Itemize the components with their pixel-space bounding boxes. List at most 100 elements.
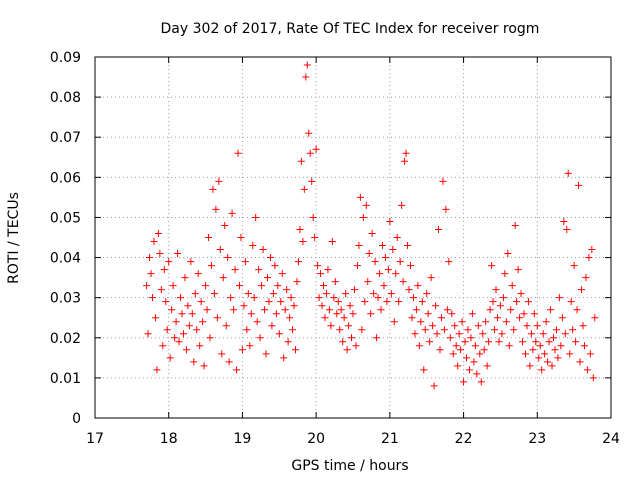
data-point	[496, 302, 504, 310]
data-point	[296, 225, 304, 233]
data-point	[380, 282, 388, 290]
data-point	[491, 326, 499, 334]
y-tick-label: 0	[72, 411, 81, 427]
data-point	[423, 290, 431, 298]
data-point	[474, 322, 482, 330]
data-point	[290, 302, 298, 310]
data-point	[545, 338, 553, 346]
data-point	[305, 129, 313, 137]
data-point	[348, 334, 356, 342]
data-point	[418, 298, 426, 306]
data-point	[583, 366, 591, 374]
data-point	[468, 310, 476, 318]
data-point	[191, 290, 199, 298]
data-point	[261, 306, 269, 314]
data-point	[483, 362, 491, 370]
data-point	[465, 366, 473, 374]
data-point	[238, 346, 246, 354]
data-point	[289, 326, 297, 334]
data-point	[420, 366, 428, 374]
data-points	[143, 61, 599, 390]
data-point	[573, 306, 581, 314]
data-point	[510, 326, 518, 334]
data-point	[222, 322, 230, 330]
data-point	[337, 306, 345, 314]
data-point	[513, 298, 521, 306]
data-point	[554, 354, 562, 362]
data-point	[330, 294, 338, 302]
data-point	[150, 238, 158, 246]
data-point	[306, 149, 314, 157]
data-point	[501, 270, 509, 278]
x-tick-label: 22	[455, 431, 473, 447]
data-point	[318, 302, 326, 310]
data-point	[508, 282, 516, 290]
data-point	[368, 229, 376, 237]
data-point	[552, 326, 560, 334]
data-point	[359, 213, 367, 221]
data-point	[430, 382, 438, 390]
data-point	[346, 302, 354, 310]
data-point	[544, 358, 552, 366]
data-point	[292, 346, 300, 354]
data-point	[246, 342, 254, 350]
data-point	[345, 322, 353, 330]
data-point	[541, 350, 549, 358]
data-point	[479, 330, 487, 338]
data-point	[439, 177, 447, 185]
data-point	[182, 346, 190, 354]
data-point	[570, 262, 578, 270]
data-point	[194, 270, 202, 278]
data-point	[312, 145, 320, 153]
data-point	[159, 342, 167, 350]
data-point	[171, 334, 179, 342]
y-axis-title: ROTI / TECUs	[6, 192, 22, 284]
y-tick-label: 0.04	[50, 251, 81, 267]
data-point	[199, 318, 207, 326]
data-point	[172, 318, 180, 326]
data-point	[411, 330, 419, 338]
data-point	[156, 250, 164, 258]
data-point	[433, 330, 441, 338]
data-point	[271, 262, 279, 270]
data-point	[179, 330, 187, 338]
data-point	[175, 338, 183, 346]
data-point	[154, 229, 162, 237]
data-point	[529, 346, 537, 354]
data-point	[247, 310, 255, 318]
data-point	[143, 282, 151, 290]
data-point	[473, 370, 481, 378]
data-point	[384, 266, 392, 274]
data-point	[436, 346, 444, 354]
data-point	[255, 266, 263, 274]
data-point	[367, 310, 375, 318]
data-point	[361, 298, 369, 306]
data-point	[460, 378, 468, 386]
data-point	[181, 274, 189, 282]
data-point	[561, 330, 569, 338]
y-tick-label: 0.03	[50, 291, 81, 307]
data-point	[458, 318, 466, 326]
data-point	[524, 298, 532, 306]
data-point	[352, 342, 360, 350]
y-tick-label: 0.07	[50, 130, 81, 146]
data-point	[455, 330, 463, 338]
data-point	[582, 274, 590, 282]
data-point	[477, 378, 485, 386]
data-point	[148, 294, 156, 302]
data-point	[504, 250, 512, 258]
data-point	[538, 366, 546, 374]
data-point	[219, 274, 227, 282]
data-point	[302, 73, 310, 81]
data-point	[185, 322, 193, 330]
y-tick-labels: 0 0.01 0.02 0.03 0.04 0.05 0.06 0.07 0.08 0.09	[50, 50, 81, 427]
data-point	[550, 334, 558, 342]
data-point	[492, 286, 500, 294]
data-point	[417, 318, 425, 326]
data-point	[300, 185, 308, 193]
data-point	[461, 338, 469, 346]
data-point	[451, 322, 459, 330]
data-point	[206, 334, 214, 342]
data-point	[471, 342, 479, 350]
data-point	[486, 306, 494, 314]
